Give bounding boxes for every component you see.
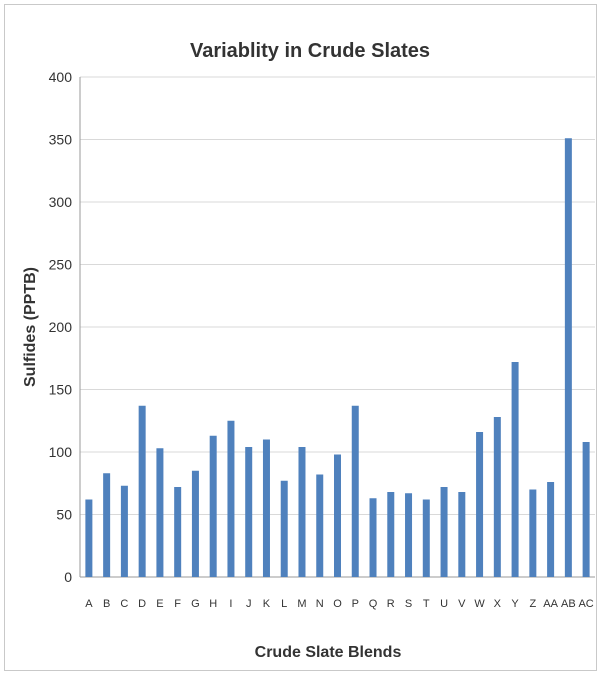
y-tick-label: 0 — [64, 569, 72, 585]
x-tick-label: I — [229, 598, 232, 610]
x-tick-label: X — [494, 598, 502, 610]
y-tick-label: 150 — [49, 382, 73, 398]
x-tick-label: C — [120, 598, 128, 610]
bar-V — [458, 492, 466, 577]
x-tick-label: G — [191, 598, 200, 610]
bars — [85, 138, 590, 577]
y-tick-label: 300 — [49, 194, 73, 210]
x-tick-label: R — [387, 598, 395, 610]
x-tick-label: D — [138, 598, 146, 610]
bar-Y — [511, 362, 519, 577]
bar-Q — [369, 498, 377, 577]
x-tick-label: Y — [511, 598, 519, 610]
x-tick-labels: A B C D E F G H I J K L M N O P Q R S T U V W X Y Z AA AB AC — [85, 598, 594, 610]
bar-K — [262, 439, 270, 577]
x-tick-label: AA — [543, 598, 558, 610]
bar-I — [227, 420, 235, 577]
y-tick-label: 100 — [49, 444, 73, 460]
bar-C — [120, 485, 128, 577]
x-tick-label: Q — [369, 598, 378, 610]
x-tick-label: V — [458, 598, 466, 610]
y-tick-label: 350 — [49, 132, 73, 148]
bar-W — [476, 432, 484, 577]
bar-Z — [529, 489, 537, 577]
gridlines — [79, 76, 595, 578]
x-tick-label: AC — [578, 598, 593, 610]
bar-L — [280, 480, 288, 577]
y-axis-label: Sulfides (PPTB) — [22, 267, 39, 387]
y-tick-label: 250 — [49, 257, 73, 273]
bar-H — [209, 435, 217, 577]
x-tick-label: H — [209, 598, 217, 610]
x-tick-label: P — [352, 598, 359, 610]
bar-AB — [564, 138, 572, 577]
x-tick-label: N — [316, 598, 324, 610]
bar-B — [103, 473, 111, 577]
x-tick-label: J — [246, 598, 252, 610]
chart-title: Variablity in Crude Slates — [190, 40, 430, 62]
x-tick-label: F — [174, 598, 181, 610]
y-tick-label: 200 — [49, 319, 73, 335]
x-tick-label: L — [281, 598, 287, 610]
bar-P — [351, 405, 359, 577]
x-tick-label: W — [474, 598, 485, 610]
bar-X — [493, 417, 501, 577]
x-tick-label: Z — [529, 598, 536, 610]
bar-J — [245, 447, 253, 577]
bar-F — [174, 487, 182, 577]
bar-AA — [547, 482, 555, 577]
y-tick-label: 400 — [49, 69, 73, 85]
x-tick-label: E — [156, 598, 163, 610]
y-tick-label: 50 — [56, 507, 72, 523]
x-tick-label: M — [297, 598, 306, 610]
bar-R — [387, 492, 395, 577]
bar-D — [138, 405, 146, 577]
bar-S — [405, 493, 413, 577]
x-tick-label: T — [423, 598, 430, 610]
x-tick-label: O — [333, 598, 342, 610]
bar-chart: Variablity in Crude Slates Crude Slate B… — [22, 40, 595, 661]
bar-O — [334, 454, 341, 577]
x-tick-label: B — [103, 598, 110, 610]
bar-T — [422, 499, 430, 577]
x-tick-label: K — [263, 598, 271, 610]
x-tick-label: AB — [561, 598, 576, 610]
bar-U — [440, 487, 448, 577]
chart-frame: Variablity in Crude Slates Crude Slate B… — [4, 4, 597, 671]
y-tick-labels: 0 50 100 150 200 250 300 350 400 — [49, 69, 73, 585]
bar-M — [298, 447, 306, 577]
bar-N — [316, 474, 324, 577]
bar-E — [156, 448, 164, 577]
x-tick-label: A — [85, 598, 93, 610]
x-tick-label: S — [405, 598, 412, 610]
bar-G — [191, 470, 199, 577]
x-axis-label: Crude Slate Blends — [255, 644, 402, 661]
bar-AC — [582, 442, 590, 577]
x-tick-label: U — [440, 598, 448, 610]
bar-A — [85, 499, 93, 577]
